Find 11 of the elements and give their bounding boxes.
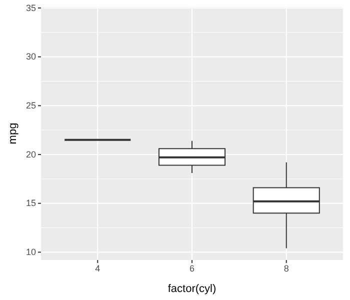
- y-tick-label: 25: [26, 100, 36, 111]
- y-tick-label: 35: [26, 2, 36, 13]
- y-tick-label: 20: [26, 149, 36, 160]
- x-axis-title: factor(cyl): [168, 283, 216, 295]
- y-axis-title: mpg: [7, 122, 19, 144]
- y-tick-label: 30: [26, 52, 36, 62]
- x-tick-label: 6: [189, 263, 195, 274]
- x-tick-label: 4: [95, 263, 100, 274]
- x-tick-label: 8: [284, 263, 289, 274]
- y-tick-label: 10: [26, 247, 36, 258]
- y-tick-label: 15: [26, 198, 36, 208]
